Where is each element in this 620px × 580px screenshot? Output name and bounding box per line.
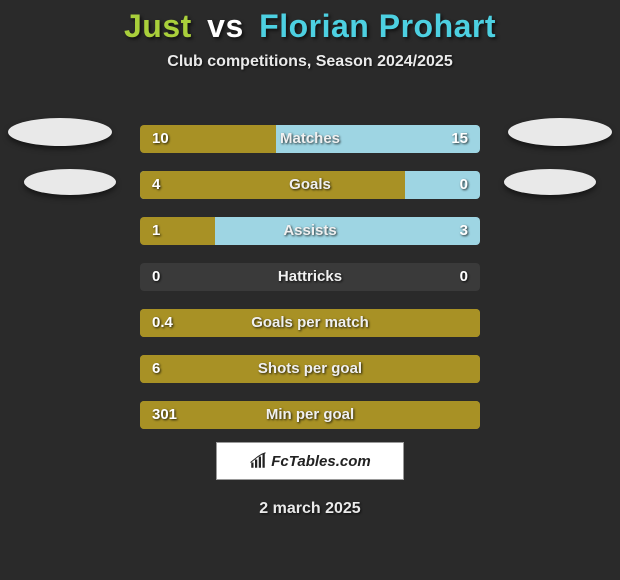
stat-row: 6Shots per goal	[140, 355, 480, 383]
right-value: 3	[460, 217, 468, 245]
decorative-ellipse	[8, 118, 112, 146]
stat-label: Goals	[140, 171, 480, 199]
stat-label: Goals per match	[140, 309, 480, 337]
stat-row: 0Hattricks0	[140, 263, 480, 291]
player1-name: Just	[124, 8, 192, 44]
footer-site-name: FcTables.com	[271, 453, 370, 470]
stat-row: 4Goals0	[140, 171, 480, 199]
stat-label: Assists	[140, 217, 480, 245]
stat-row: 10Matches15	[140, 125, 480, 153]
player2-name: Florian Prohart	[259, 8, 496, 44]
stat-row: 0.4Goals per match	[140, 309, 480, 337]
stat-label: Matches	[140, 125, 480, 153]
stat-row: 301Min per goal	[140, 401, 480, 429]
footer-logo[interactable]: FcTables.com	[216, 442, 404, 480]
stat-label: Hattricks	[140, 263, 480, 291]
comparison-chart: 10Matches154Goals01Assists30Hattricks00.…	[140, 125, 480, 447]
decorative-ellipse	[508, 118, 612, 146]
subtitle: Club competitions, Season 2024/2025	[0, 53, 620, 71]
stat-row: 1Assists3	[140, 217, 480, 245]
stat-label: Shots per goal	[140, 355, 480, 383]
vs-text: vs	[207, 8, 244, 44]
footer-date: 2 march 2025	[0, 500, 620, 518]
right-value: 15	[451, 125, 468, 153]
bar-chart-icon	[249, 452, 267, 470]
decorative-ellipse	[24, 169, 116, 195]
stat-label: Min per goal	[140, 401, 480, 429]
right-value: 0	[460, 263, 468, 291]
page-title: Just vs Florian Prohart	[0, 0, 620, 45]
decorative-ellipse	[504, 169, 596, 195]
right-value: 0	[460, 171, 468, 199]
